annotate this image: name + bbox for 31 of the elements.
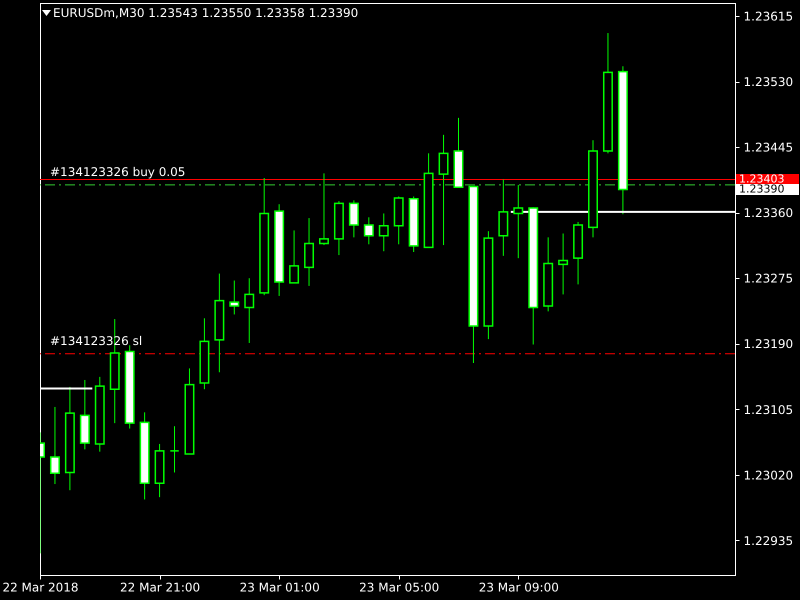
candlestick	[50, 406, 60, 485]
y-tick-label: 1.23275	[744, 272, 794, 286]
candlestick	[364, 216, 374, 245]
candlestick	[304, 218, 314, 286]
ref-line-label: #134123326 buy 0.05	[50, 164, 186, 179]
y-tick-label: 1.23445	[744, 140, 794, 155]
y-tick-label: 1.23360	[744, 206, 794, 220]
y-tick-label: 1.23190	[744, 337, 794, 352]
candlestick	[170, 426, 180, 473]
y-tick-label: 1.23615	[744, 10, 794, 24]
chart-title: EURUSDm,M30 1.23543 1.23550 1.23358 1.23390	[53, 6, 358, 20]
y-tick-label: 1.22935	[744, 534, 794, 548]
candlestick	[289, 230, 300, 284]
x-tick-label: 23 Mar 05:00	[359, 580, 440, 594]
y-tick-label: 1.23020	[744, 468, 794, 482]
candlestick	[438, 134, 449, 246]
candlestick	[498, 179, 508, 256]
y-tick-label: 1.23105	[744, 402, 794, 417]
x-tick-label: 22 Mar 21:00	[120, 580, 200, 594]
x-tick-label: 23 Mar 09:00	[478, 580, 559, 594]
candlestick	[558, 232, 568, 295]
candlestick	[378, 212, 389, 252]
x-tick-label: 22 Mar 2018	[2, 580, 79, 594]
candlestick	[348, 200, 359, 238]
candlestick	[513, 184, 524, 259]
candlestick	[244, 278, 254, 344]
candlestick	[318, 172, 329, 246]
text: 1.23390	[739, 182, 784, 196]
x-tick-label: 23 Mar 01:00	[240, 580, 320, 594]
y-tick-label: 1.23530	[744, 75, 794, 90]
candlestick	[229, 280, 240, 315]
